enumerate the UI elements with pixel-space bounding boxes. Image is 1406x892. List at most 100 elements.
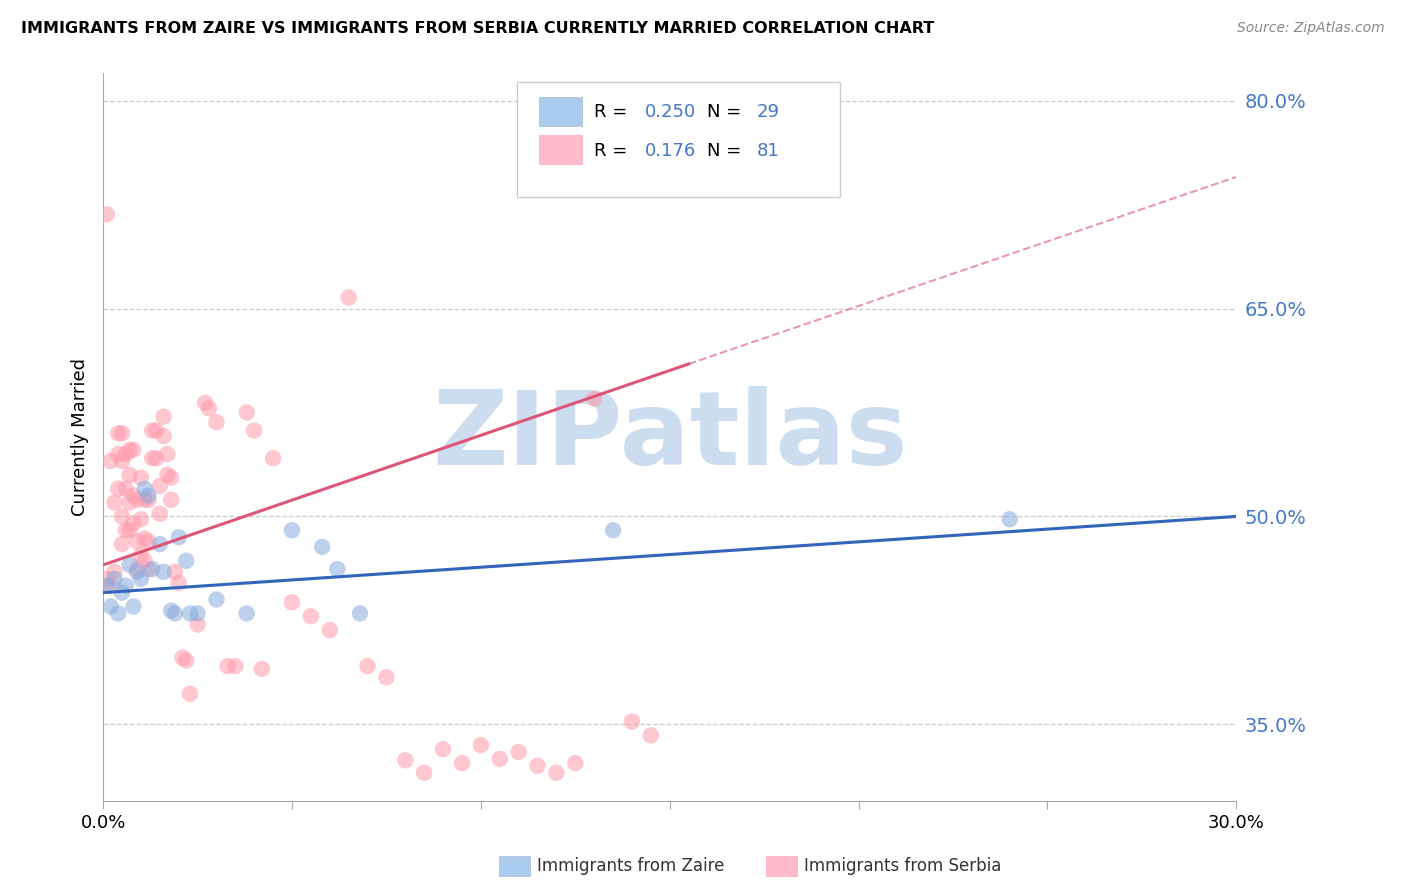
Point <box>103 572 125 586</box>
Point <box>129 470 152 484</box>
Point <box>118 558 141 572</box>
Point <box>156 447 179 461</box>
Point <box>129 512 152 526</box>
Point <box>583 392 606 406</box>
Point <box>122 599 145 614</box>
Point <box>114 482 136 496</box>
Point <box>546 765 568 780</box>
Point <box>998 512 1021 526</box>
Point <box>156 467 179 482</box>
Point <box>152 409 174 424</box>
Point <box>602 523 624 537</box>
Point <box>134 482 156 496</box>
Point <box>281 523 304 537</box>
Point <box>160 470 183 484</box>
Point <box>100 579 122 593</box>
Text: Immigrants from Serbia: Immigrants from Serbia <box>804 857 1001 875</box>
Point <box>141 424 163 438</box>
Point <box>326 562 349 576</box>
Point <box>152 429 174 443</box>
Point <box>235 607 257 621</box>
Point <box>167 576 190 591</box>
Point <box>103 565 125 579</box>
Point <box>100 454 122 468</box>
Point <box>349 607 371 621</box>
Point <box>299 609 322 624</box>
Y-axis label: Currently Married: Currently Married <box>72 358 89 516</box>
Point <box>122 516 145 531</box>
Point <box>235 405 257 419</box>
Point <box>138 489 160 503</box>
Point <box>508 745 530 759</box>
Point <box>138 534 160 549</box>
Point <box>526 759 548 773</box>
Text: 29: 29 <box>756 103 780 120</box>
Text: R =: R = <box>593 142 633 160</box>
Point <box>127 492 149 507</box>
Point <box>114 447 136 461</box>
Point <box>111 537 134 551</box>
Point <box>118 495 141 509</box>
Point <box>262 451 284 466</box>
Point <box>127 565 149 579</box>
Point <box>174 654 197 668</box>
Point <box>217 659 239 673</box>
Point <box>107 607 129 621</box>
Point <box>145 424 167 438</box>
Point <box>114 579 136 593</box>
Point <box>111 426 134 441</box>
Point <box>205 592 228 607</box>
Point <box>129 572 152 586</box>
Point <box>111 454 134 468</box>
Point <box>451 756 474 770</box>
Point <box>103 495 125 509</box>
Point <box>118 442 141 457</box>
Point <box>138 562 160 576</box>
Point <box>134 554 156 568</box>
Point <box>107 447 129 461</box>
Point <box>163 565 186 579</box>
Point <box>138 492 160 507</box>
Point <box>122 489 145 503</box>
Point <box>488 752 510 766</box>
Text: ZIPatlas: ZIPatlas <box>432 386 907 487</box>
Point <box>160 492 183 507</box>
Point <box>250 662 273 676</box>
Point <box>432 742 454 756</box>
FancyBboxPatch shape <box>540 135 582 164</box>
Point <box>179 687 201 701</box>
Point <box>111 585 134 599</box>
Text: Source: ZipAtlas.com: Source: ZipAtlas.com <box>1237 21 1385 35</box>
Point <box>152 565 174 579</box>
Point <box>640 728 662 742</box>
Point <box>163 607 186 621</box>
Point <box>141 451 163 466</box>
Point <box>198 401 221 416</box>
Point <box>129 548 152 562</box>
Point <box>311 540 333 554</box>
Point <box>281 595 304 609</box>
Point <box>134 532 156 546</box>
Point <box>205 415 228 429</box>
Point <box>100 599 122 614</box>
Point <box>107 482 129 496</box>
Text: R =: R = <box>593 103 633 120</box>
Point <box>160 604 183 618</box>
Point <box>141 562 163 576</box>
Point <box>319 623 342 637</box>
Point <box>118 467 141 482</box>
Point <box>337 290 360 304</box>
Point <box>134 492 156 507</box>
Text: Immigrants from Zaire: Immigrants from Zaire <box>537 857 724 875</box>
Text: 0.176: 0.176 <box>645 142 696 160</box>
Point <box>114 523 136 537</box>
Point <box>149 479 172 493</box>
Point <box>107 426 129 441</box>
Text: 81: 81 <box>756 142 780 160</box>
Point <box>118 523 141 537</box>
Point <box>96 572 118 586</box>
Point <box>356 659 378 673</box>
Point <box>375 670 398 684</box>
Point <box>564 756 586 770</box>
Point <box>172 650 194 665</box>
